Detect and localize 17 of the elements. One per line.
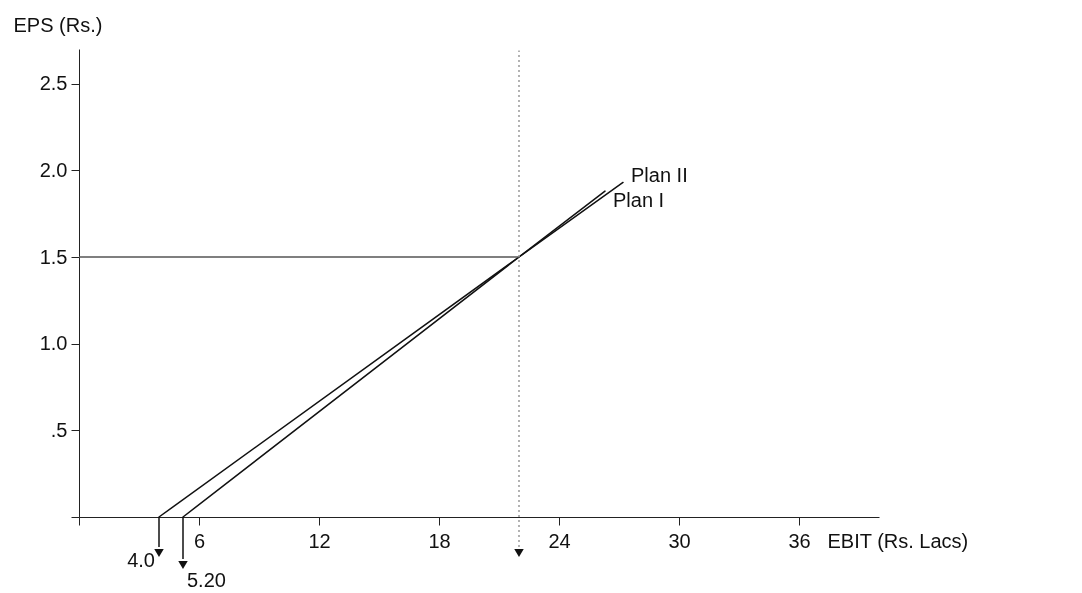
x-tick-label: 30 [668,529,691,552]
x-tick-label: 12 [308,529,331,552]
x-tick-label: 36 [788,529,811,552]
x-axis-title: EBIT (Rs. Lacs) [827,529,969,552]
y-tick-label: 1.0 [39,332,68,355]
series-label: Plan II [631,164,688,187]
annotation: 5.20 [187,569,226,591]
x-tick-label: 6 [193,529,206,552]
y-axis-title: EPS (Rs.) [13,13,103,36]
annotation: 4.0 [127,549,155,571]
y-tick-label: .5 [50,418,68,441]
y-tick-label: 2.0 [39,158,68,181]
x-tick-label: 18 [428,529,451,552]
x-tick-label: 24 [548,529,571,552]
series-label: Plan I [613,189,665,212]
y-tick-label: 2.5 [39,72,68,95]
y-tick-label: 1.5 [39,245,68,268]
